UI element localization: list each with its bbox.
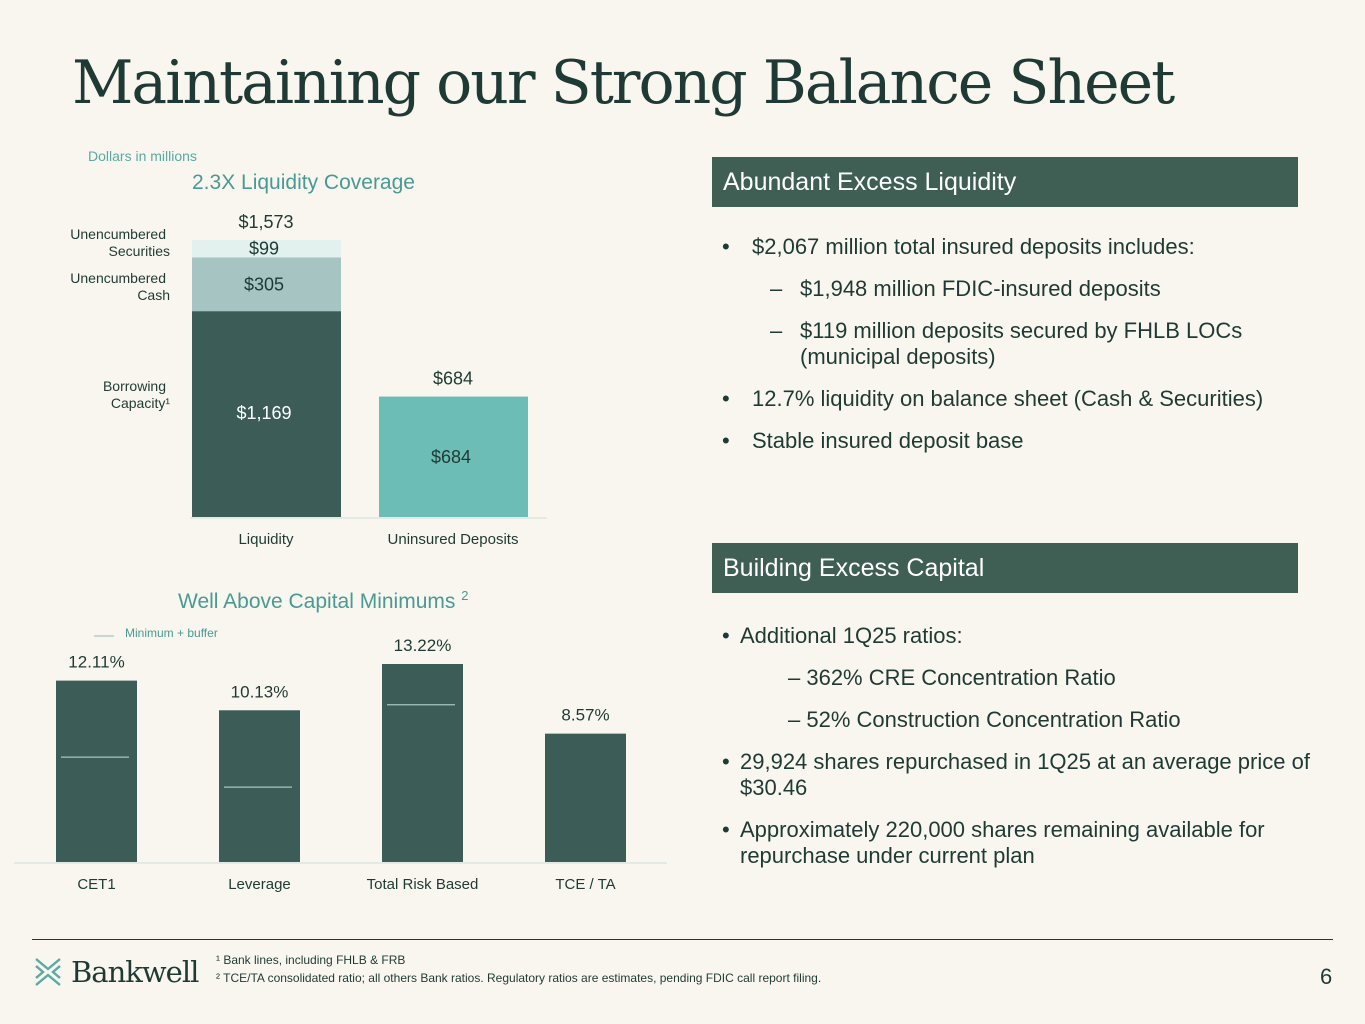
capital-value-label: 8.57% (561, 706, 609, 725)
page-number: 6 (1320, 964, 1333, 989)
liquidity-segment-label: $99 (249, 239, 279, 259)
capital-value-label: 10.13% (231, 682, 289, 701)
legend-minimum-label: Minimum + buffer (125, 626, 218, 640)
liquidity-category-label: Uninsured Deposits (388, 531, 519, 548)
liquidity-bar-segment (379, 396, 528, 517)
capital-bar (56, 680, 137, 862)
liquidity-bar-segment (192, 311, 341, 517)
bankwell-logo: Bankwell (33, 955, 199, 989)
capital-chart-title-text: Well Above Capital Minimums (178, 590, 456, 613)
bullet-item: 12.7% liquidity on balance sheet (Cash &… (712, 386, 1312, 412)
liquidity-segment-label: $684 (431, 447, 471, 467)
capital-value-label: 13.22% (394, 636, 452, 655)
sub-bullet-item: $1,948 million FDIC-insured deposits (712, 276, 1312, 302)
footnotes: ¹ Bank lines, including FHLB & FRB ² TCE… (216, 951, 821, 987)
liquidity-bar-segment (192, 240, 341, 258)
capital-bar (545, 733, 626, 862)
liquidity-segment-label: $1,169 (236, 403, 291, 423)
liquidity-series-label: Unencumbered Cash (70, 270, 170, 303)
liquidity-bullets: $2,067 million total insured deposits in… (712, 234, 1312, 470)
sub-bullet-item: – 362% CRE Concentration Ratio (788, 665, 1116, 690)
liquidity-series-label: Borrowing Capacity¹ (103, 378, 170, 411)
liquidity-series-label: Unencumbered Securities (70, 226, 170, 259)
capital-category-label: CET1 (77, 876, 115, 893)
units-note: Dollars in millions (88, 148, 197, 164)
liquidity-chart: $1,169 $305 $99 $684 $1,573 $684 Liquidity Unin… (70, 212, 547, 548)
sub-bullet-item: $119 million deposits secured by FHLB LO… (712, 318, 1312, 370)
capital-bullets: Additional 1Q25 ratios: – 362% CRE Concen… (712, 623, 1312, 885)
bullet-item: Additional 1Q25 ratios: (712, 623, 1312, 649)
liquidity-total-label: $684 (433, 369, 473, 389)
liquidity-category-label: Liquidity (238, 531, 294, 548)
capital-bar (219, 710, 300, 862)
capital-category-label: TCE / TA (555, 876, 615, 893)
bullet-item: 29,924 shares repurchased in 1Q25 at an … (712, 749, 1312, 801)
footnote-2: ² TCE/TA consolidated ratio; all others … (216, 971, 822, 985)
page-title: Maintaining our Strong Balance Sheet (72, 48, 1175, 118)
bullet-item: $2,067 million total insured deposits in… (712, 234, 1312, 260)
liquidity-panel-header: Abundant Excess Liquidity (712, 157, 1298, 207)
footnote-1: ¹ Bank lines, including FHLB & FRB (216, 953, 406, 967)
capital-category-label: Total Risk Based (367, 876, 479, 893)
liquidity-segment-label: $305 (244, 274, 284, 294)
capital-chart-title: Well Above Capital Minimums 2 (178, 588, 468, 614)
capital-value-label: 12.11% (68, 653, 124, 672)
capital-category-label: Leverage (228, 876, 291, 893)
capital-chart-title-note: 2 (461, 588, 469, 603)
capital-bar (382, 664, 463, 862)
bullet-item: Stable insured deposit base (712, 428, 1312, 454)
liquidity-bar-segment (192, 257, 341, 312)
sub-bullet-item: – 52% Construction Concentration Ratio (788, 707, 1181, 732)
footer-divider (32, 939, 1333, 940)
bullet-item: Approximately 220,000 shares remaining a… (712, 817, 1312, 869)
liquidity-total-label: $1,573 (238, 212, 293, 232)
bankwell-logo-icon (35, 958, 61, 986)
capital-panel-header: Building Excess Capital (712, 543, 1298, 593)
liquidity-chart-title: 2.3X Liquidity Coverage (192, 171, 415, 194)
bankwell-logo-text: Bankwell (71, 955, 199, 989)
